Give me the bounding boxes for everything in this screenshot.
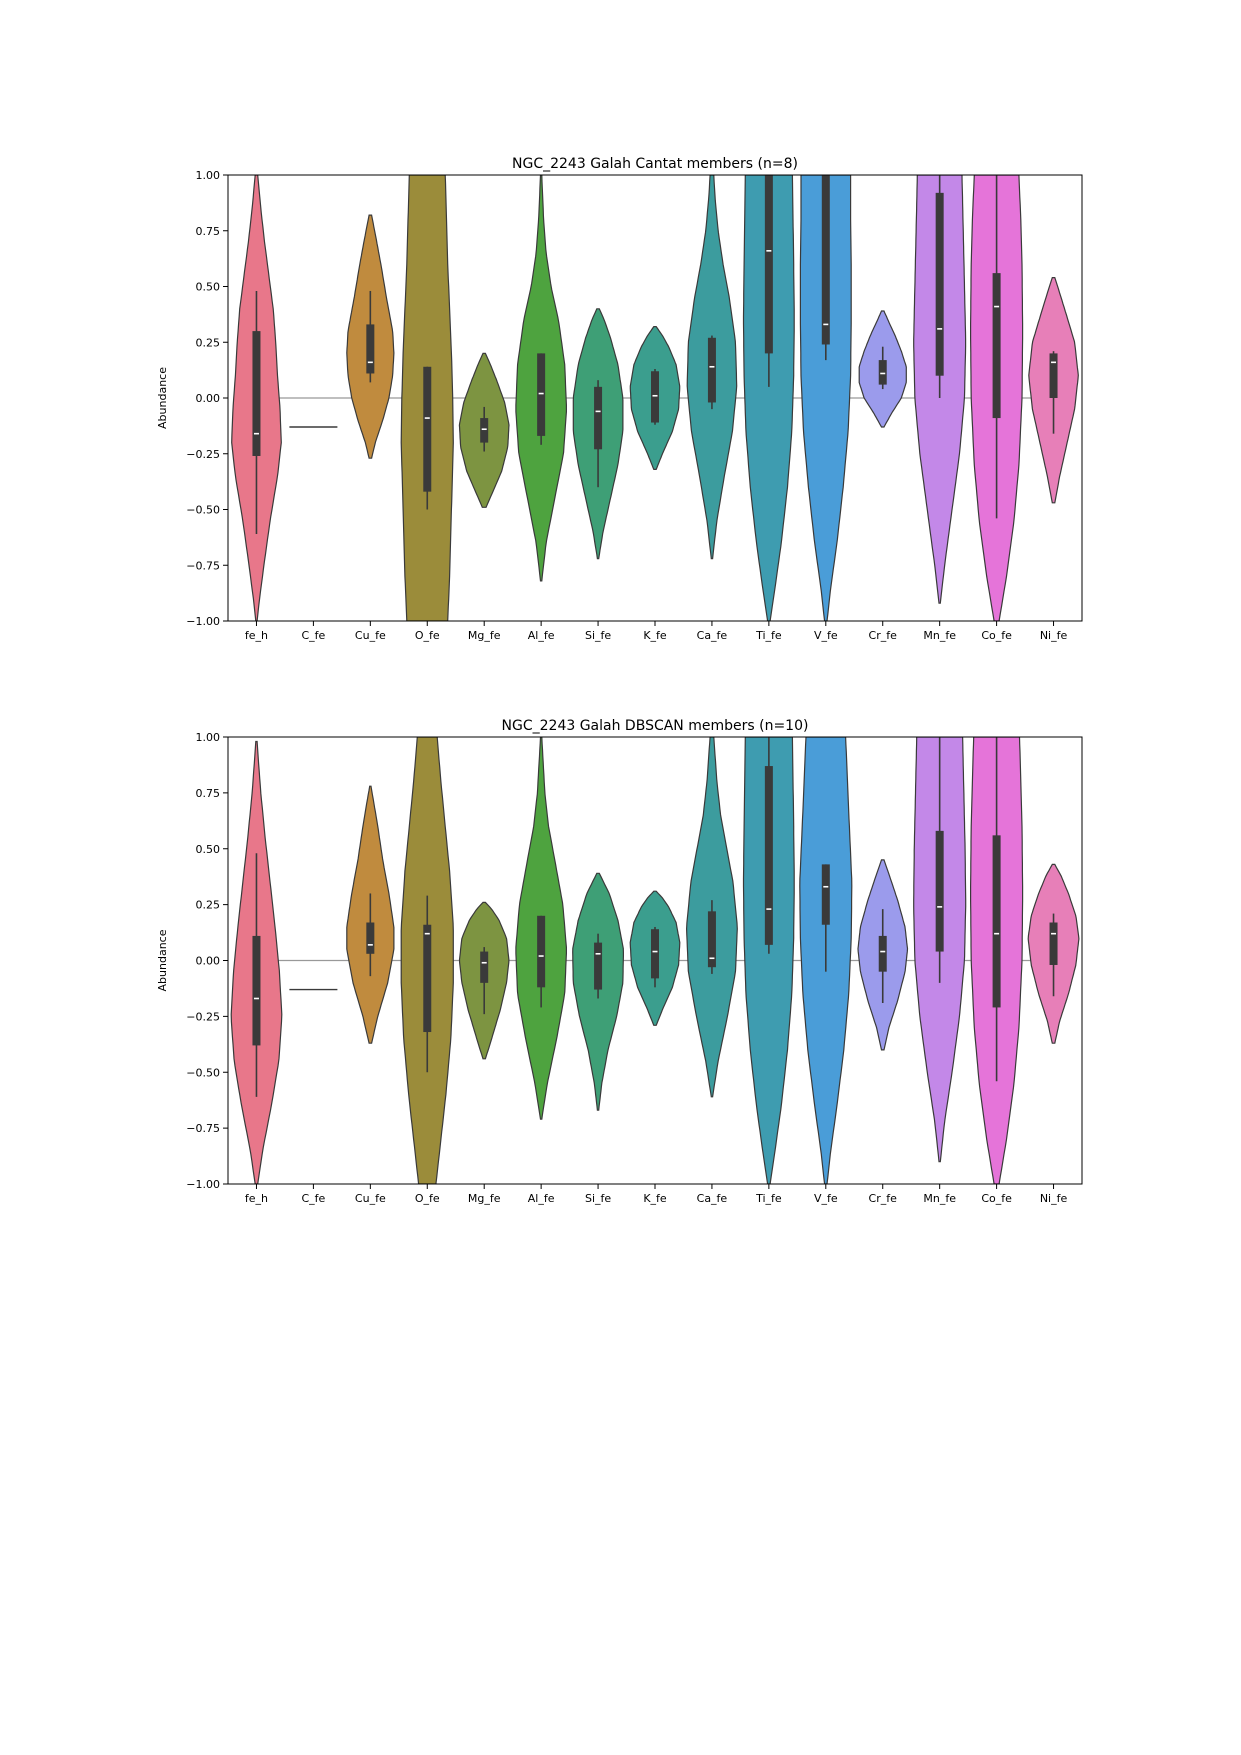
- violin-mn-fe-iqr-box: [935, 830, 944, 952]
- x-tick-label: Cu_fe: [355, 629, 386, 642]
- plot-area: [231, 175, 1079, 621]
- x-tick-label: V_fe: [814, 1192, 838, 1205]
- x-tick-label: Si_fe: [585, 629, 611, 642]
- violin-k-fe-iqr-box: [651, 371, 659, 423]
- x-tick-label: Co_fe: [981, 1192, 1012, 1205]
- violin-co-fe-iqr-box: [992, 273, 1001, 419]
- x-tick-label: Al_fe: [528, 1192, 555, 1205]
- violin-fe-h-iqr-box: [252, 935, 261, 1046]
- x-tick-label: O_fe: [415, 1192, 440, 1205]
- x-tick-label: Cr_fe: [869, 629, 898, 642]
- violin-ca-fe-iqr-box: [707, 911, 716, 968]
- x-tick-label: Cu_fe: [355, 1192, 386, 1205]
- violin-o-fe-iqr-box: [423, 924, 432, 1033]
- x-tick-label: Ni_fe: [1040, 629, 1068, 642]
- y-tick-label: −0.75: [186, 559, 220, 572]
- y-tick-label: −0.25: [186, 1010, 220, 1023]
- violin-cr-fe-iqr-box: [878, 360, 887, 385]
- x-tick-label: fe_h: [245, 629, 268, 642]
- x-tick-label: Ni_fe: [1040, 1192, 1068, 1205]
- x-tick-label: C_fe: [301, 1192, 325, 1205]
- violin-cu-fe-iqr-box: [366, 922, 375, 954]
- violin-cr-fe-iqr-box: [878, 935, 887, 972]
- violin-v-fe: [799, 175, 852, 621]
- y-tick-label: 0.50: [196, 843, 221, 856]
- y-axis-label: Abundance: [156, 929, 169, 991]
- x-tick-label: Ti_fe: [755, 1192, 782, 1205]
- violin-k-fe-iqr-box: [651, 929, 659, 979]
- y-tick-label: −0.75: [186, 1122, 220, 1135]
- y-tick-label: 0.00: [196, 955, 221, 968]
- violin-al-fe-iqr-box: [537, 915, 546, 988]
- y-tick-label: 1.00: [196, 169, 221, 182]
- y-tick-label: 0.50: [196, 281, 221, 294]
- x-tick-label: Mg_fe: [468, 629, 501, 642]
- x-tick-label: Si_fe: [585, 1192, 611, 1205]
- violin-ni-fe-iqr-box: [1049, 922, 1058, 965]
- violin-ti-fe: [742, 737, 795, 1184]
- x-tick-label: O_fe: [415, 629, 440, 642]
- chart-panel-dbscan: NGC_2243 Galah DBSCAN members (n=10) Abun…: [156, 718, 1083, 1205]
- violin-v-fe-iqr-box: [821, 864, 830, 925]
- x-tick-label: K_fe: [643, 1192, 667, 1205]
- chart-panel-cantat: NGC_2243 Galah Cantat members (n=8) Abund…: [156, 156, 1083, 642]
- violin-si-fe-iqr-box: [594, 942, 603, 990]
- y-tick-label: −0.50: [186, 1066, 220, 1079]
- violin-mg-fe-iqr-box: [480, 951, 489, 983]
- x-tick-label: Co_fe: [981, 629, 1012, 642]
- chart-title: NGC_2243 Galah DBSCAN members (n=10): [502, 718, 809, 734]
- y-tick-label: 0.75: [196, 787, 221, 800]
- violin-ti-fe-iqr-box: [764, 766, 773, 945]
- violin-ni-fe-iqr-box: [1049, 353, 1058, 398]
- violin-mn-fe-iqr-box: [935, 192, 944, 376]
- violin-al-fe-iqr-box: [537, 353, 546, 436]
- violin-co-fe-iqr-box: [992, 835, 1001, 1008]
- x-tick-label: Ti_fe: [755, 629, 782, 642]
- violin-ti-fe: [742, 175, 795, 621]
- violin-ti-fe-iqr-box: [764, 175, 773, 354]
- x-tick-label: Cr_fe: [869, 1192, 898, 1205]
- y-tick-label: 0.75: [196, 225, 221, 238]
- x-tick-label: Mn_fe: [923, 1192, 956, 1205]
- violin-fe-h-iqr-box: [252, 331, 261, 456]
- violin-ca-fe-iqr-box: [707, 337, 716, 403]
- violin-cu-fe-iqr-box: [366, 324, 375, 374]
- x-tick-label: Ca_fe: [697, 629, 728, 642]
- violin-v-fe-iqr-box: [821, 175, 830, 345]
- y-tick-label: 0.00: [196, 392, 221, 405]
- x-tick-label: Mg_fe: [468, 1192, 501, 1205]
- plot-area: [230, 737, 1080, 1184]
- x-tick-label: C_fe: [301, 629, 325, 642]
- x-tick-label: Al_fe: [528, 629, 555, 642]
- chart-title: NGC_2243 Galah Cantat members (n=8): [512, 156, 798, 172]
- violin-mg-fe-iqr-box: [480, 418, 489, 443]
- x-tick-label: V_fe: [814, 629, 838, 642]
- violin-o-fe-iqr-box: [423, 366, 432, 492]
- y-tick-label: 0.25: [196, 899, 221, 912]
- x-tick-label: Ca_fe: [697, 1192, 728, 1205]
- y-tick-label: 1.00: [196, 731, 221, 744]
- y-tick-label: −1.00: [186, 615, 220, 628]
- y-tick-label: −0.50: [186, 504, 220, 517]
- y-tick-label: −1.00: [186, 1178, 220, 1191]
- x-tick-label: fe_h: [245, 1192, 268, 1205]
- y-tick-label: −0.25: [186, 448, 220, 461]
- y-axis-label: Abundance: [156, 367, 169, 429]
- violin-si-fe-iqr-box: [594, 386, 603, 450]
- x-tick-label: K_fe: [643, 629, 667, 642]
- x-tick-label: Mn_fe: [923, 629, 956, 642]
- y-tick-label: 0.25: [196, 336, 221, 349]
